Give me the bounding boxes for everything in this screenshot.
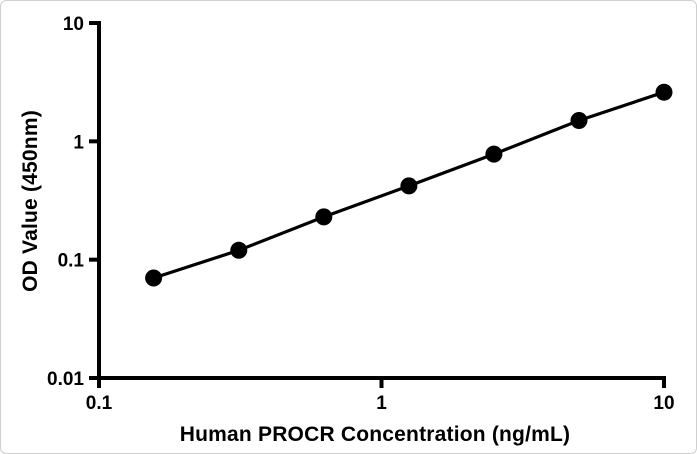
x-axis-tick-label: 10 [653,393,674,414]
y-axis-tick-label: 0.1 [58,251,85,272]
x-axis-tick-label: 1 [376,393,387,414]
data-point-marker [655,83,673,101]
data-point-marker [230,241,248,259]
x-axis-title: Human PROCR Concentration (ng/mL) [180,423,570,446]
x-axis-tick-label: 0.1 [86,393,113,414]
data-point-marker [485,145,503,163]
y-axis-tick-label: 10 [63,14,84,35]
data-point-marker [145,269,163,287]
axes [97,21,666,380]
data-series [145,83,673,287]
data-point-marker [570,112,588,129]
tick-marks [89,21,666,388]
data-point-marker [400,177,418,195]
y-axis-tick-label: 0.01 [47,369,84,390]
data-point-marker [315,208,333,226]
y-axis-tick-label: 1 [73,132,84,153]
axes-spine [97,21,666,380]
y-axis-title: OD Value (450nm) [19,110,42,292]
